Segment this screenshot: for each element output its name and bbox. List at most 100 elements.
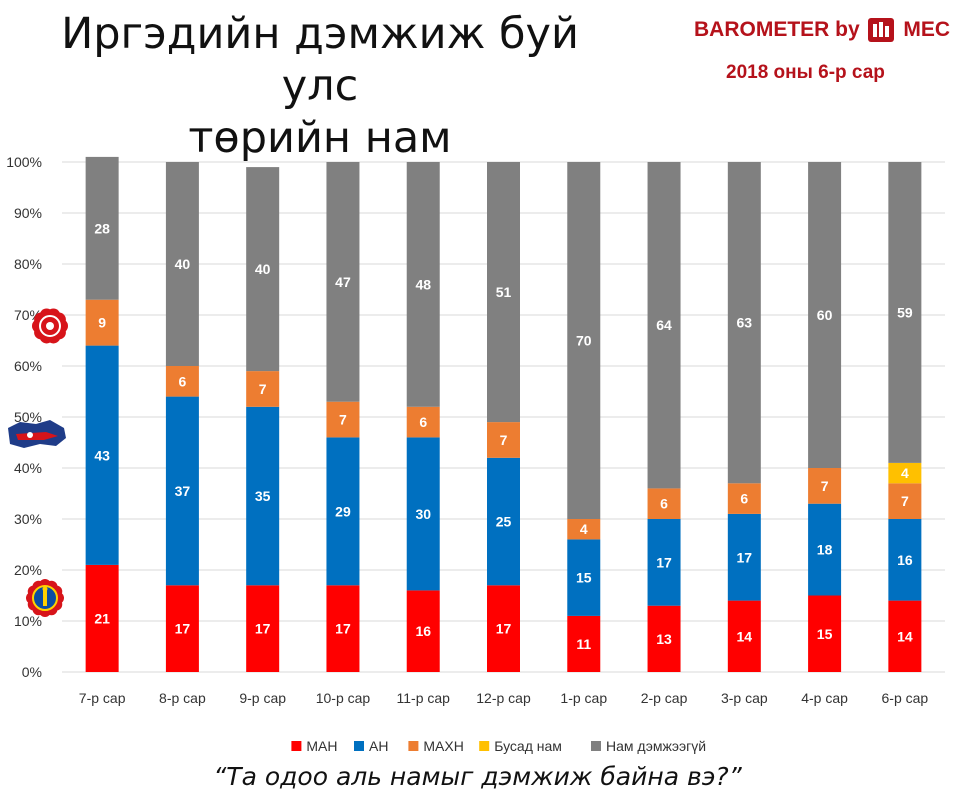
y-tick-label: 20% [14, 562, 42, 578]
data-label: 15 [576, 570, 592, 586]
data-label: 17 [737, 549, 753, 565]
bar-segment [808, 468, 842, 504]
bar-segment [567, 615, 601, 672]
bar-segment [406, 437, 440, 591]
x-tick-label: 2-р сар [641, 690, 688, 706]
x-tick-label: 4-р сар [801, 690, 848, 706]
bar-segment [888, 462, 922, 484]
dp-emblem-icon [8, 420, 66, 448]
y-tick-label: 0% [22, 664, 42, 680]
bar-segment [647, 605, 681, 672]
data-label: 35 [255, 488, 271, 504]
legend-swatch [591, 741, 601, 751]
page-title: Иргэдийн дэмжиж буй улс төрийн нам [40, 8, 600, 164]
bar-segment [888, 162, 922, 463]
data-label: 16 [415, 623, 431, 639]
data-label: 6 [419, 414, 427, 430]
mpp-soyombo-icon [26, 579, 64, 617]
data-label: 28 [94, 220, 110, 236]
brand-suffix: MEC [903, 18, 951, 41]
bar-segment [406, 590, 440, 672]
bar-segment [165, 162, 199, 366]
bar-segment [888, 483, 922, 519]
data-label: 7 [339, 412, 347, 428]
bar-segment [406, 162, 440, 407]
data-label: 51 [496, 284, 512, 300]
bar-segment [727, 513, 761, 601]
data-label: 17 [496, 621, 512, 637]
data-label: 25 [496, 514, 512, 530]
y-tick-label: 30% [14, 511, 42, 527]
bar-segment [487, 457, 520, 586]
bar-segment [727, 600, 761, 672]
data-label: 18 [817, 542, 833, 558]
data-label: 59 [897, 304, 913, 320]
brand-text: BAROMETER by [694, 18, 860, 41]
x-tick-label: 3-р сар [721, 690, 768, 706]
data-label: 14 [897, 628, 913, 644]
y-tick-label: 60% [14, 358, 42, 374]
bar-segment [487, 422, 520, 458]
bar-segment [326, 585, 360, 672]
bar-segment [85, 156, 119, 300]
legend-swatch [408, 741, 419, 751]
legend-label: МАХН [423, 738, 463, 754]
data-label: 21 [94, 610, 110, 626]
bar-segment [727, 483, 761, 514]
x-tick-label: 6-р сар [882, 690, 929, 706]
bar-segment [808, 503, 842, 596]
data-label: 9 [98, 315, 106, 331]
y-tick-label: 40% [14, 460, 42, 476]
legend-label: Нам дэмжээгүй [606, 738, 706, 754]
data-label: 6 [179, 373, 187, 389]
bar-segment [647, 488, 681, 519]
bar-segment [406, 406, 440, 438]
data-label: 7 [901, 493, 909, 509]
bar-segment [165, 585, 199, 672]
bar-segment [246, 371, 280, 407]
data-label: 16 [897, 552, 913, 568]
x-tick-label: 8-р сар [159, 690, 206, 706]
bar-segment [567, 539, 601, 616]
bar-segment [326, 401, 360, 438]
data-label: 7 [259, 381, 267, 397]
bar-segment [727, 162, 761, 484]
y-tick-label: 80% [14, 256, 42, 272]
survey-period: 2018 оны 6-р сар [726, 62, 885, 83]
data-label: 60 [817, 307, 833, 323]
bar-segment [888, 519, 922, 601]
bar-segment [246, 585, 280, 672]
bar-segment [165, 366, 199, 397]
y-tick-label: 10% [14, 613, 42, 629]
data-label: 6 [660, 496, 668, 512]
y-tick-label: 90% [14, 205, 42, 221]
data-label: 17 [175, 621, 191, 637]
data-label: 43 [94, 447, 110, 463]
legend-label: МАН [306, 738, 337, 754]
data-label: 48 [415, 276, 431, 292]
bar-segment [567, 162, 601, 519]
data-label: 30 [415, 506, 431, 522]
bar-segment [487, 585, 520, 672]
data-label: 70 [576, 333, 592, 349]
bar-segment [246, 406, 280, 586]
bar-segment [326, 437, 360, 586]
x-tick-label: 1-р сар [560, 690, 607, 706]
data-label: 29 [335, 503, 351, 519]
bar-segment [647, 162, 681, 489]
data-label: 7 [821, 478, 829, 494]
x-tick-label: 9-р сар [239, 690, 286, 706]
title-line-1: Иргэдийн дэмжиж буй улс [61, 9, 579, 111]
data-label: 40 [255, 261, 271, 277]
data-label: 13 [656, 631, 672, 647]
bar-segment [85, 345, 119, 565]
data-label: 17 [255, 621, 271, 637]
legend-swatch [354, 741, 364, 751]
mec-logo-icon [867, 18, 894, 43]
bar-segment [808, 595, 842, 672]
y-tick-label: 100% [6, 154, 42, 170]
bar-segment [647, 519, 681, 606]
bar-segment [888, 600, 922, 672]
mpp-emblem-icon [32, 308, 68, 344]
bar-segment [165, 396, 199, 586]
